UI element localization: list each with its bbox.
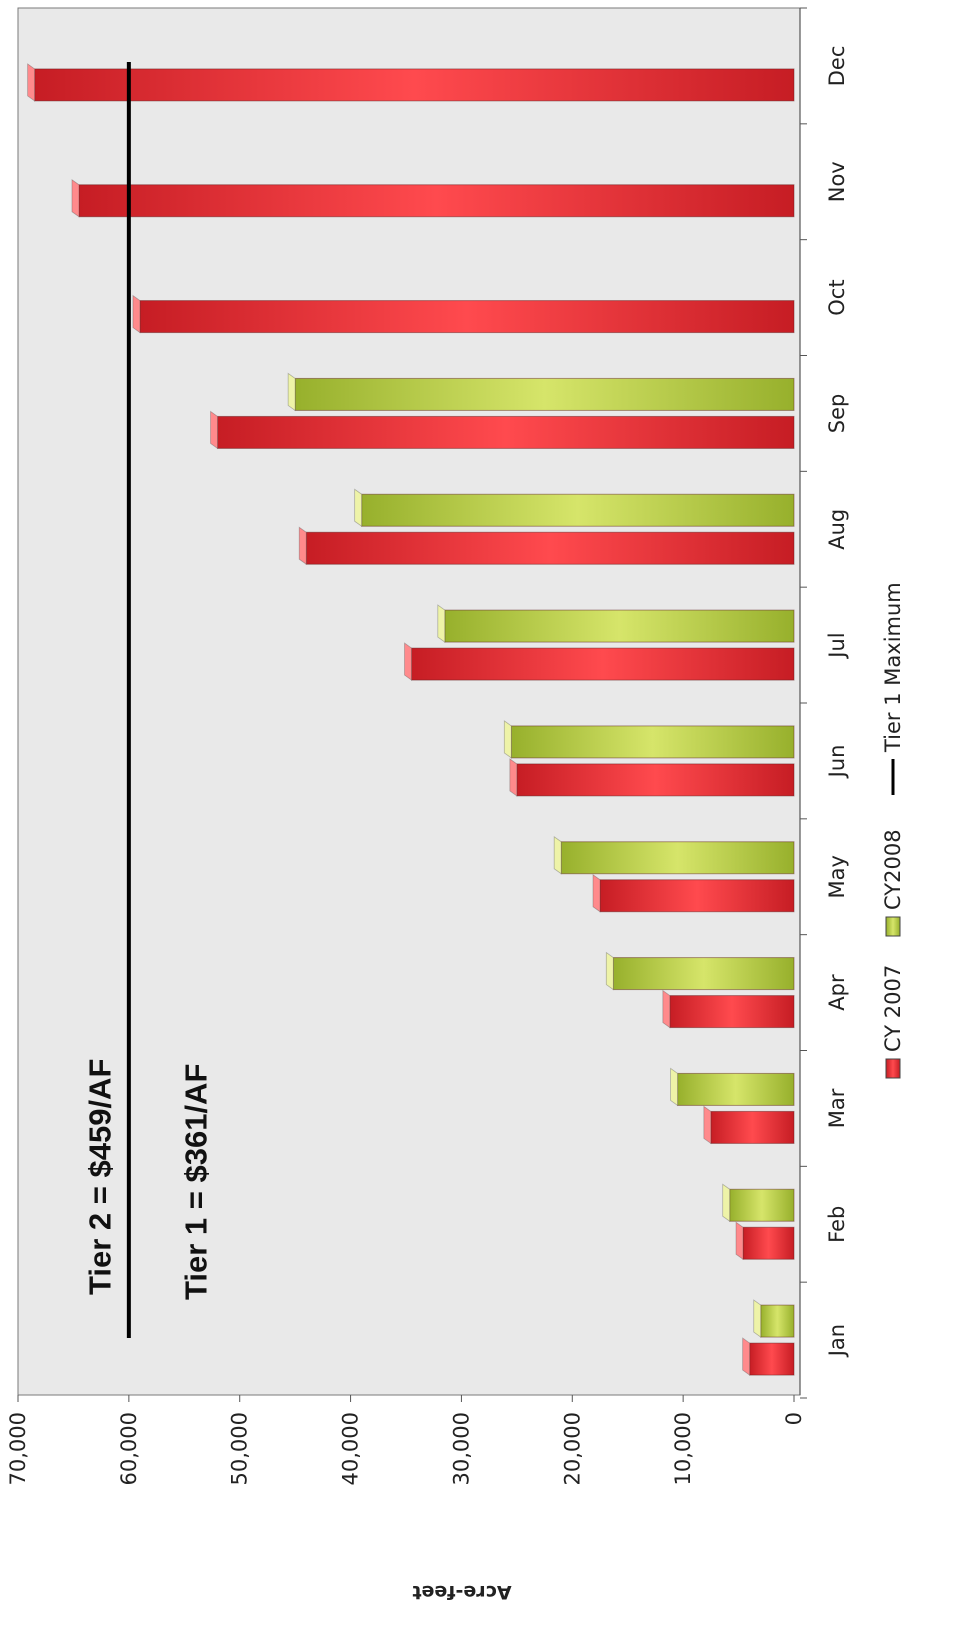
value-tick-label: 50,000	[228, 1412, 252, 1485]
bars-group	[27, 63, 795, 1376]
bar-cy2008-jun	[503, 720, 795, 759]
bar-cy-2007-jul	[404, 642, 795, 681]
value-axis-title: Acre-feet	[412, 1581, 511, 1603]
bar-cy2008-jan	[753, 1299, 795, 1338]
category-tick-label: Jul	[825, 632, 849, 659]
value-tick-label: 40,000	[339, 1412, 363, 1485]
bar-cy-2007-jun	[509, 758, 795, 797]
category-tick-label: May	[825, 855, 849, 898]
value-tick-label: 60,000	[117, 1412, 141, 1485]
category-tick-label: Sep	[825, 394, 849, 434]
bar-cy2008-jul	[437, 604, 795, 643]
category-tick-label: Jun	[825, 745, 849, 780]
bar-cy-2007-dec	[27, 63, 795, 102]
category-tick-label: Dec	[825, 46, 849, 87]
bar-cy2008-mar	[670, 1067, 795, 1107]
bar-cy-2007-feb	[735, 1221, 795, 1261]
legend-label: CY 2007	[881, 965, 905, 1052]
annotation-tier-2-price: Tier 2 = $459/AF	[83, 1059, 118, 1295]
value-tick-label: 20,000	[560, 1412, 584, 1485]
bar-cy-2007-apr	[662, 989, 795, 1029]
bar-cy2008-may	[553, 835, 795, 875]
legend-item-cy2008: CY2008	[881, 829, 905, 937]
bar-cy2008-feb	[722, 1183, 795, 1223]
bar-cy-2007-may	[592, 873, 795, 913]
category-tick-label: Feb	[825, 1206, 849, 1243]
bar-cy-2007-sep	[210, 410, 795, 450]
bar-cy-2007-aug	[298, 526, 795, 566]
category-tick-label: Oct	[825, 279, 849, 315]
plot-area	[17, 7, 801, 1396]
category-tick-label: Mar	[825, 1088, 849, 1128]
legend-label: CY2008	[881, 829, 905, 910]
category-tick-label: Aug	[825, 509, 849, 550]
axis-group: Jan Feb Mar Apr May Jun Jul Aug Sep Oct Nov Dec 0 10,…	[6, 7, 849, 1603]
value-tick-label: 10,000	[671, 1412, 695, 1485]
bar-cy-2007-jan	[742, 1337, 795, 1376]
legend: CY 2007 CY2008 Tier 1 Maximum	[881, 582, 905, 1079]
value-tick-label: 30,000	[449, 1412, 473, 1485]
annotation-tier-1-price: Tier 1 = $361/AF	[179, 1064, 214, 1300]
category-tick-label: Nov	[825, 161, 849, 202]
value-tick-label: 70,000	[6, 1412, 30, 1485]
bar-cy-2007-mar	[703, 1105, 795, 1145]
legend-item-tier-1-maximum: Tier 1 Maximum	[881, 582, 905, 795]
category-tick-label: Apr	[825, 974, 849, 1011]
bar-cy-2007-oct	[132, 294, 795, 334]
category-tick-label: Jan	[825, 1324, 849, 1358]
bar-cy2008-aug	[354, 488, 795, 528]
bar-cy2008-sep	[287, 372, 795, 412]
legend-swatch	[885, 1058, 901, 1079]
value-tick-label: 0	[782, 1412, 806, 1425]
legend-swatch	[885, 916, 901, 937]
legend-item-cy-2007: CY 2007	[881, 965, 905, 1079]
bar-cy-2007-nov	[71, 178, 795, 218]
legend-label: Tier 1 Maximum	[881, 582, 905, 753]
bar-cy2008-apr	[605, 951, 795, 991]
annotations-group: Tier 2 = $459/AF Tier 1 = $361/AF	[83, 1059, 214, 1300]
